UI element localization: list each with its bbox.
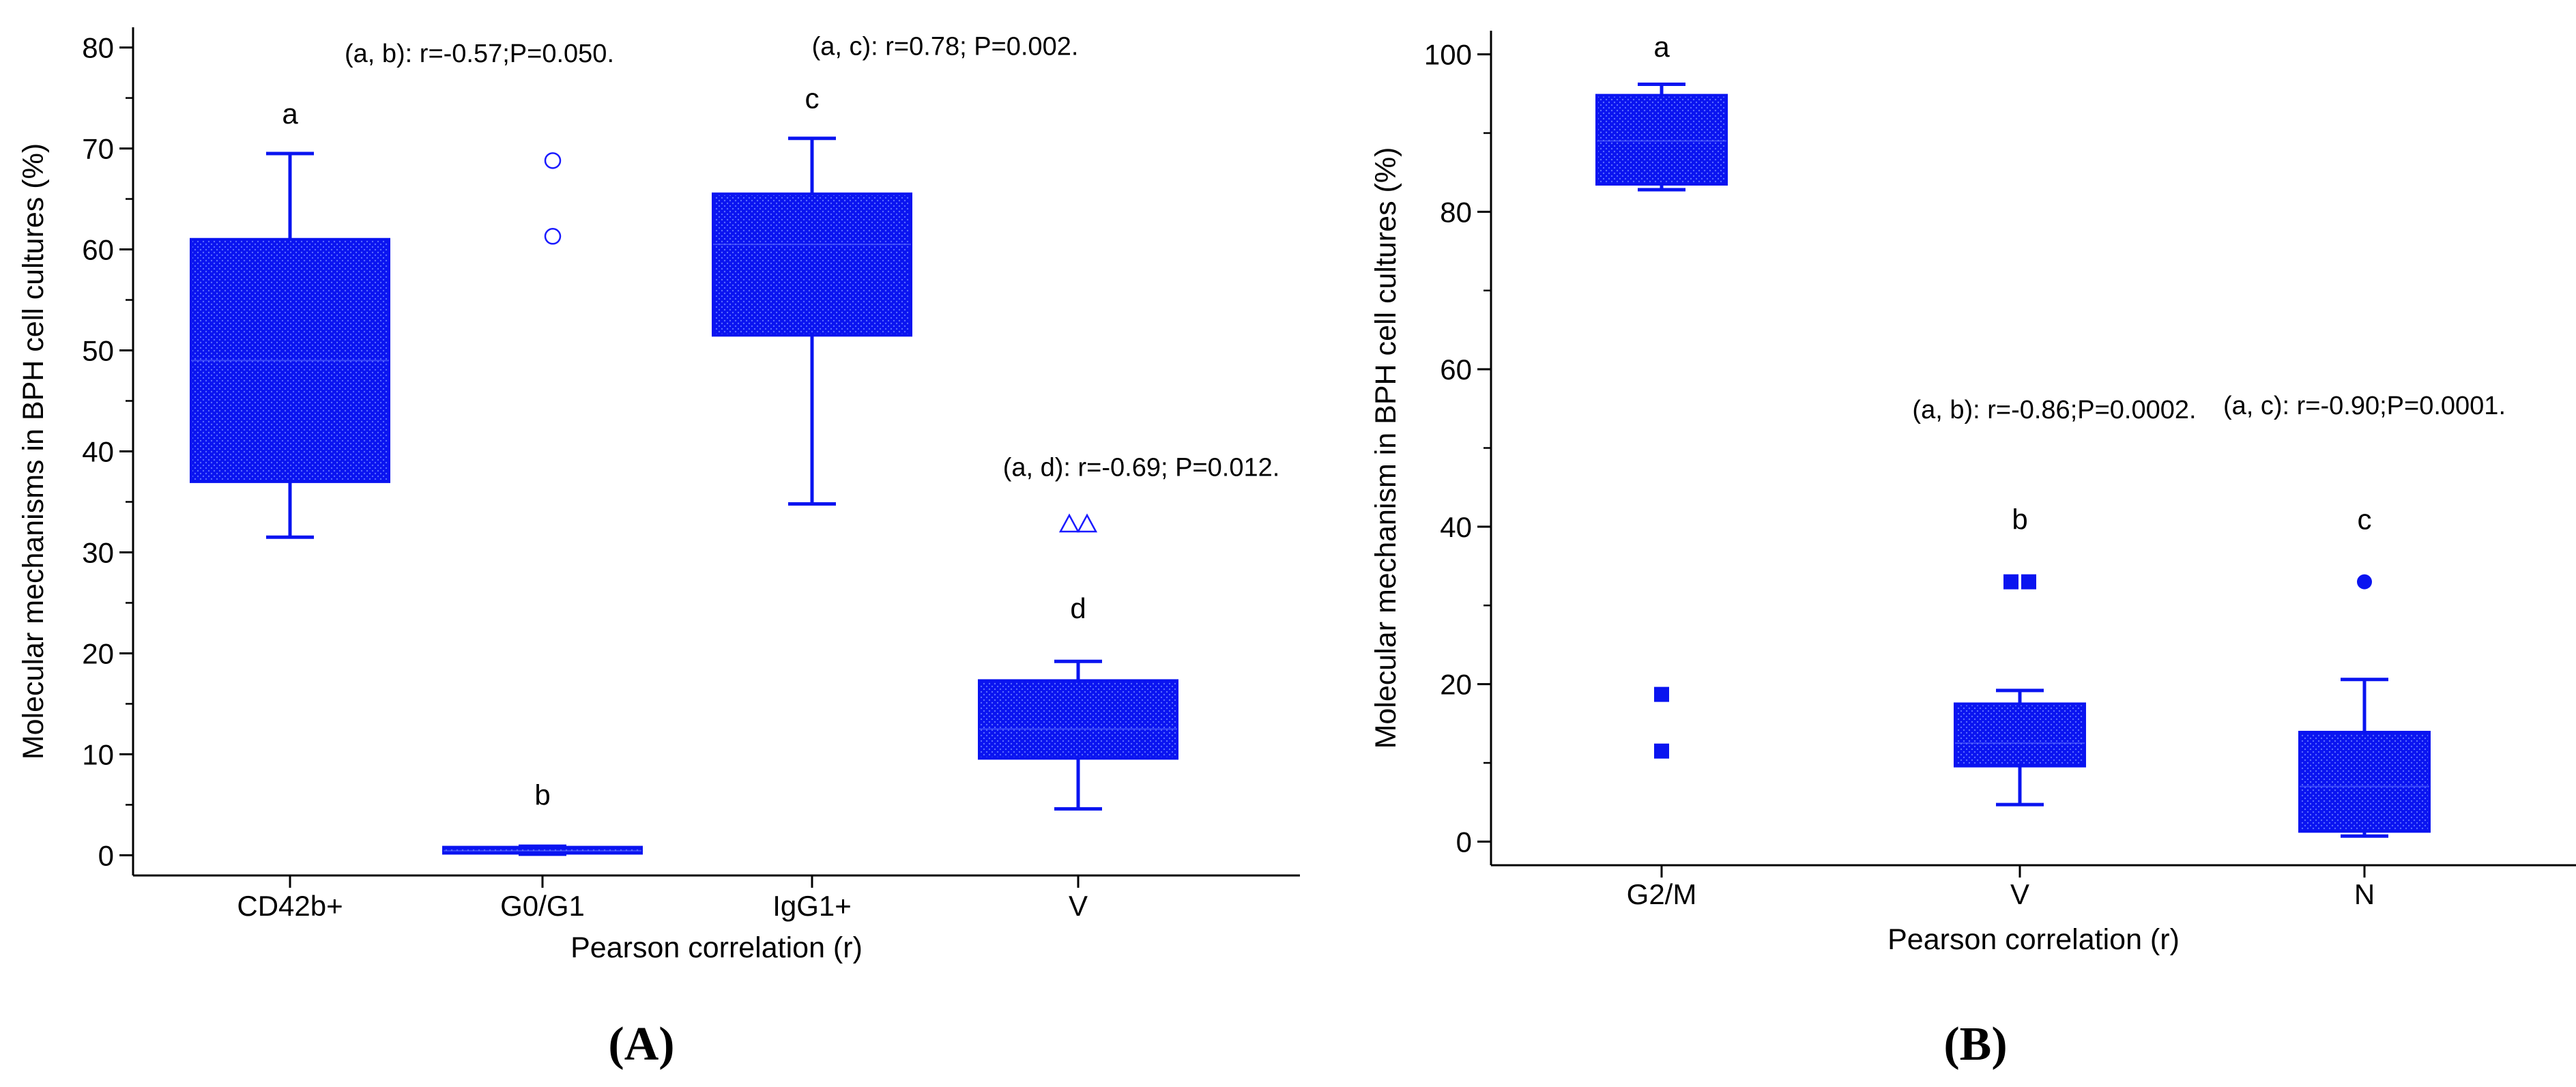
x-tick-label: V: [1069, 890, 1088, 922]
panel-label-close-paren: ): [1991, 1018, 2007, 1071]
y-tick-label: 0: [98, 839, 114, 871]
panel-label-letter: B: [1960, 1018, 1992, 1071]
correlation-annotation: (a, b): r=-0.57;P=0.050.: [345, 40, 614, 68]
group-letter: d: [1070, 592, 1086, 624]
box-iqr: [2298, 731, 2431, 833]
y-tick-label: 30: [82, 536, 114, 568]
outlier-point: [2357, 574, 2372, 590]
y-tick-label: 70: [82, 133, 114, 165]
outlier-point: [1654, 686, 1669, 702]
box-group-igg1-: c: [712, 83, 912, 506]
correlation-annotation: (a, b): r=-0.86;P=0.0002.: [1912, 396, 2196, 424]
box-group-g2-m: a: [1595, 31, 1728, 759]
box-iqr: [1954, 702, 2086, 768]
x-tick-label: IgG1+: [772, 890, 852, 922]
y-axis-label: Molecular mechanisms in BPH cell culture…: [17, 143, 50, 759]
group-letter: b: [534, 779, 550, 811]
y-tick-label: 10: [82, 738, 114, 770]
y-tick-label: 40: [82, 436, 114, 468]
group-letter: c: [805, 83, 820, 115]
correlation-annotation: (a, d): r=-0.69; P=0.012.: [1003, 454, 1280, 482]
panel-label-close-paren: ): [659, 1018, 674, 1071]
outlier-point: [2021, 574, 2036, 590]
x-tick-label: G2/M: [1627, 878, 1697, 910]
outlier-point: [2003, 574, 2018, 590]
group-letter: c: [2358, 503, 2372, 535]
panel-label: (A): [608, 1018, 674, 1071]
panel-label-letter: A: [624, 1018, 659, 1071]
box-group-cd42b-: a: [190, 98, 390, 539]
y-tick-label: 20: [82, 637, 114, 669]
y-tick-label: 20: [1440, 669, 1472, 701]
panel-a: 0 10 20 30 40 50 60 70 80 Molecular mechanisms in…: [17, 27, 1300, 1071]
box-iqr: [978, 679, 1178, 760]
x-axis-label: Pearson correlation (r): [1887, 923, 2180, 956]
outlier-point: [544, 152, 562, 169]
box-iqr: [1595, 93, 1728, 186]
box-group-v: b: [1954, 503, 2086, 807]
correlation-annotation: (a, c): r=0.78; P=0.002.: [812, 33, 1079, 61]
group-letter: a: [1653, 31, 1670, 63]
x-tick-label: CD42b+: [237, 890, 343, 922]
x-tick-label: V: [2010, 878, 2029, 910]
group-letter: b: [2012, 503, 2027, 535]
box-group-g0-g1: b: [442, 152, 643, 856]
box-group-v: d: [978, 513, 1178, 811]
y-tick-label: 60: [82, 234, 114, 266]
y-axis-label: Molecular mechanism in BPH cell cultures…: [1370, 147, 1402, 749]
panel-b: 0 20 40 60 80 100 Molecular mechanism in BPH c…: [1370, 31, 2576, 1071]
y-tick-label: 50: [82, 335, 114, 367]
box-group-n: c: [2298, 503, 2431, 838]
panel-label-open-paren: (: [608, 1018, 624, 1071]
outlier-point: [544, 228, 562, 245]
box-iqr: [712, 192, 912, 337]
outlier-point: [1058, 513, 1080, 533]
y-tick-label: 100: [1424, 39, 1472, 71]
group-letter: a: [282, 98, 298, 130]
x-tick-label: N: [2354, 878, 2375, 910]
x-axis-label: Pearson correlation (r): [570, 931, 863, 964]
outlier-point: [1076, 513, 1098, 533]
y-tick-label: 80: [1440, 196, 1472, 228]
panel-label: (B): [1943, 1018, 2007, 1071]
y-tick-label: 80: [82, 32, 114, 64]
x-tick-label: G0/G1: [500, 890, 585, 922]
panel-label-open-paren: (: [1943, 1018, 1959, 1071]
outlier-point: [1654, 743, 1669, 759]
y-tick-label: 60: [1440, 353, 1472, 386]
y-tick-label: 0: [1456, 826, 1472, 858]
correlation-annotation: (a, c): r=-0.90;P=0.0001.: [2223, 392, 2506, 420]
y-tick-label: 40: [1440, 511, 1472, 543]
